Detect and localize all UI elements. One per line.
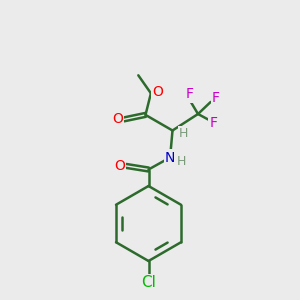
Text: O: O: [152, 85, 163, 99]
Text: F: F: [212, 92, 220, 105]
Text: O: O: [114, 159, 125, 173]
Text: N: N: [165, 151, 175, 164]
Text: F: F: [186, 88, 194, 101]
Text: H: H: [179, 127, 189, 140]
Text: F: F: [210, 116, 218, 130]
Text: H: H: [177, 154, 186, 168]
Text: Cl: Cl: [141, 275, 156, 290]
Text: O: O: [112, 112, 123, 126]
